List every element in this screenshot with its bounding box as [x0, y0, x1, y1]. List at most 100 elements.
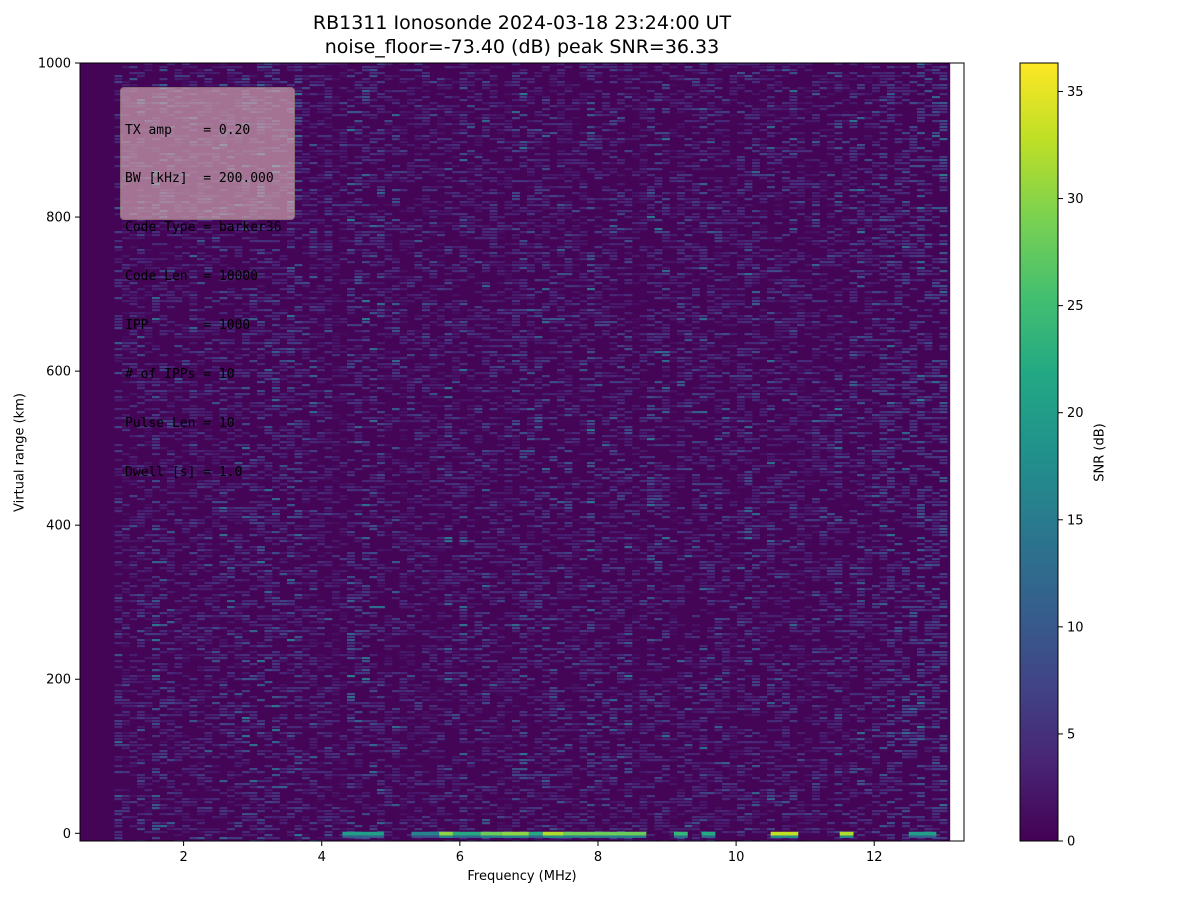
heatmap-cell: [257, 570, 265, 573]
heatmap-cell: [279, 297, 288, 300]
heatmap-cell: [414, 228, 423, 231]
heatmap-cell: [249, 465, 258, 468]
heatmap-cell: [399, 621, 408, 624]
heatmap-cell: [204, 450, 213, 453]
heatmap-cell: [249, 507, 258, 510]
heatmap-cell: [227, 66, 235, 69]
heatmap-cell: [257, 798, 265, 801]
heatmap-cell: [114, 819, 123, 822]
heatmap-cell: [377, 486, 385, 489]
heatmap-cell: [249, 816, 258, 819]
heatmap-cell: [287, 240, 295, 243]
heatmap-cell: [152, 633, 160, 636]
heatmap-cell: [347, 582, 355, 585]
heatmap-cell: [294, 594, 303, 597]
heatmap-cell: [212, 390, 220, 393]
heatmap-cell: [137, 639, 145, 642]
heatmap-cell: [144, 375, 153, 378]
heatmap-cell: [122, 816, 130, 819]
heatmap-cell: [212, 714, 220, 717]
heatmap-cell: [114, 525, 123, 528]
heatmap-cell: [429, 486, 438, 489]
heatmap-cell: [264, 630, 273, 633]
heatmap-cell: [294, 759, 303, 762]
heatmap-cell: [219, 705, 228, 708]
heatmap-cell: [287, 582, 295, 585]
heatmap-cell: [399, 132, 408, 135]
heatmap-cell: [137, 753, 145, 756]
heatmap-cell: [129, 282, 138, 285]
heatmap-cell: [294, 78, 303, 81]
heatmap-cell: [129, 447, 138, 450]
heatmap-cell: [317, 120, 325, 123]
heatmap-cell: [167, 294, 175, 297]
heatmap-cell: [422, 324, 430, 327]
heatmap-cell: [347, 657, 355, 660]
heatmap-cell: [407, 93, 415, 96]
heatmap-cell: [129, 435, 138, 438]
heatmap-cell: [279, 618, 288, 621]
heatmap-cell: [414, 159, 423, 162]
heatmap-cell: [144, 633, 153, 636]
heatmap-cell: [114, 468, 123, 471]
heatmap-cell: [242, 819, 250, 822]
heatmap-cell: [429, 558, 438, 561]
heatmap-cell: [302, 498, 310, 501]
heatmap-cell: [182, 333, 190, 336]
heatmap-cell: [249, 621, 258, 624]
heatmap-cell: [242, 552, 250, 555]
heatmap-cell: [129, 573, 138, 576]
heatmap-cell: [197, 459, 205, 462]
heatmap-cell: [159, 330, 168, 333]
heatmap-cell: [287, 801, 295, 804]
heatmap-cell: [294, 168, 303, 171]
heatmap-cell: [407, 558, 415, 561]
heatmap-cell: [129, 561, 138, 564]
heatmap-cell: [324, 492, 333, 495]
heatmap-cell: [129, 744, 138, 747]
heatmap-cell: [249, 327, 258, 330]
heatmap-cell: [174, 708, 183, 711]
heatmap-cell: [114, 114, 123, 117]
heatmap-cell: [339, 681, 348, 684]
heatmap-cell: [384, 825, 393, 828]
heatmap-cell: [324, 825, 333, 828]
heatmap-cell: [384, 357, 393, 360]
heatmap-cell: [272, 261, 280, 264]
heatmap-cell: [324, 510, 333, 513]
heatmap-cell: [287, 399, 295, 402]
heatmap-cell: [414, 279, 423, 282]
heatmap-cell: [122, 591, 130, 594]
heatmap-cell: [189, 756, 198, 759]
heatmap-cell: [159, 363, 168, 366]
heatmap-cell: [324, 342, 333, 345]
heatmap-cell: [429, 576, 438, 579]
heatmap-cell: [399, 450, 408, 453]
heatmap-cell: [384, 777, 393, 780]
heatmap-cell: [414, 348, 423, 351]
heatmap-cell: [377, 273, 385, 276]
heatmap-cell: [219, 792, 228, 795]
heatmap-cell: [144, 588, 153, 591]
heatmap-cell: [414, 177, 423, 180]
heatmap-cell: [302, 234, 310, 237]
heatmap-cell: [407, 786, 415, 789]
heatmap-cell: [234, 417, 243, 420]
heatmap-cell: [302, 315, 310, 318]
heatmap-cell: [384, 129, 393, 132]
heatmap-cell: [414, 576, 423, 579]
heatmap-cell: [287, 783, 295, 786]
heatmap-cell: [399, 81, 408, 84]
heatmap-cell: [294, 315, 303, 318]
heatmap-cell: [287, 285, 295, 288]
heatmap-cell: [122, 540, 130, 543]
heatmap-cell: [339, 366, 348, 369]
heatmap-cell: [294, 327, 303, 330]
heatmap-cell: [272, 828, 280, 831]
heatmap-cell: [339, 318, 348, 321]
heatmap-cell: [212, 72, 220, 75]
heatmap-cell: [159, 285, 168, 288]
heatmap-cell: [347, 219, 355, 222]
heatmap-cell: [347, 99, 355, 102]
heatmap-cell: [249, 549, 258, 552]
